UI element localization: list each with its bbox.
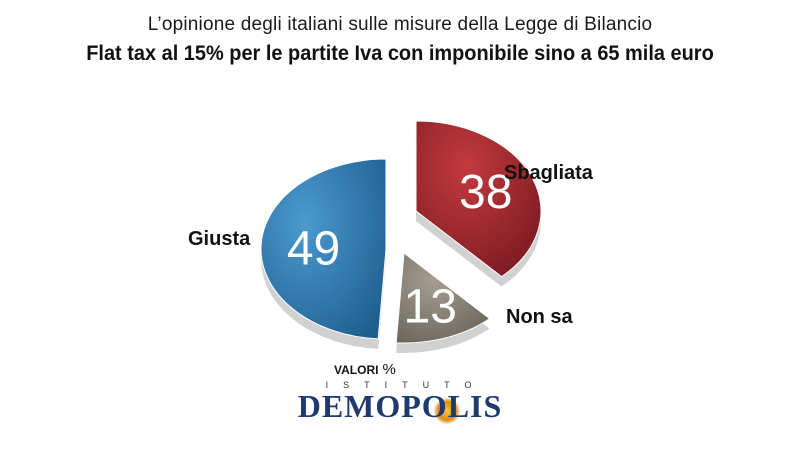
slice-label-non-sa: Non sa [506,306,573,328]
demopolis-logo: ISTITUTO DEMOPOLIS [230,380,570,425]
logo-top-text: ISTITUTO [325,380,487,390]
pie-slice-sbagliata [415,120,542,278]
units-note: VALORI% [334,361,396,378]
slice-label-sbagliata: Sbagliata [504,162,593,184]
slice-label-giusta: Giusta [188,228,251,250]
units-note-symbol: % [382,361,396,378]
logo-main-text: DEMOPOLIS [298,388,503,425]
units-note-text: VALORI [334,363,379,377]
chart-subtitle: L’opinione degli italiani sulle misure d… [147,14,653,35]
pie-slice-non-sa [395,252,491,344]
value-label-non-sa: 13 [404,281,457,334]
value-label-giusta: 49 [287,222,340,275]
chart-title: Flat tax al 15% per le partite Iva con i… [86,42,714,65]
value-label-sbagliata: 38 [459,166,512,219]
pie-slice-giusta [260,158,387,340]
logo-wordmark: DEMOPOLIS [297,388,503,424]
